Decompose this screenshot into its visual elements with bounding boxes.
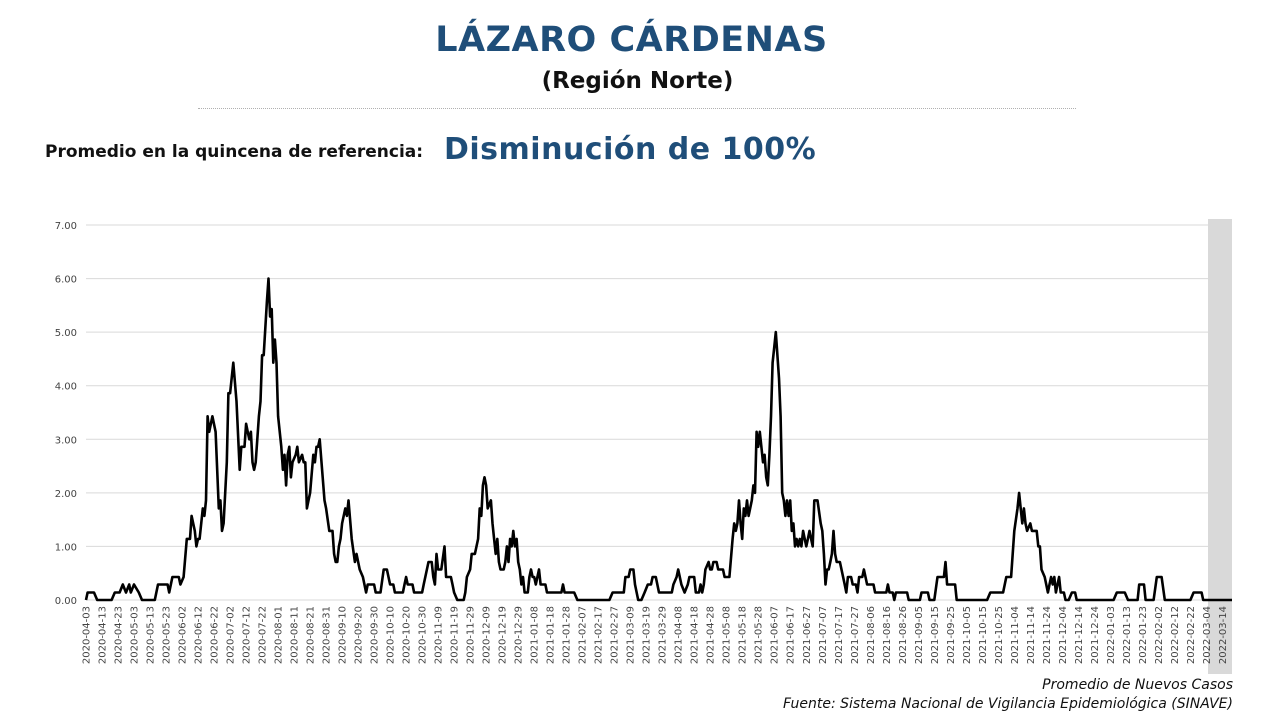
- y-tick-label: 5.00: [55, 328, 77, 339]
- x-tick-label: 2020-08-21: [306, 606, 317, 664]
- y-tick-label: 6.00: [55, 275, 77, 286]
- x-tick-label: 2020-05-13: [146, 606, 157, 664]
- x-tick-label: 2020-12-09: [482, 606, 493, 664]
- reference-label: Promedio en la quincena de referencia:: [45, 142, 424, 162]
- x-tick-label: 2022-01-03: [1106, 606, 1117, 664]
- x-tick-label: 2021-02-27: [610, 606, 621, 664]
- x-tick-label: 2022-02-22: [1186, 606, 1197, 664]
- x-tick-label: 2020-09-30: [370, 606, 381, 664]
- x-tick-label: 2021-05-28: [754, 606, 765, 664]
- y-tick-label: 7.00: [55, 221, 77, 232]
- x-tick-label: 2020-08-11: [290, 606, 301, 664]
- x-tick-label: 2021-02-17: [594, 606, 605, 664]
- y-tick-label: 2.00: [55, 489, 77, 500]
- x-tick-label: 2021-08-16: [882, 606, 893, 664]
- x-tick-label: 2020-10-30: [418, 606, 429, 664]
- reference-value: Disminución de 100%: [444, 132, 817, 167]
- x-tick-label: 2021-04-18: [690, 606, 701, 664]
- y-tick-label: 1.00: [55, 542, 77, 553]
- y-tick-label: 3.00: [55, 435, 77, 446]
- chart-title: LÁZARO CÁRDENAS: [435, 20, 828, 60]
- x-tick-label: 2020-11-19: [450, 606, 461, 664]
- x-tick-label: 2021-02-07: [578, 606, 589, 664]
- x-tick-label: 2020-11-29: [466, 606, 477, 664]
- x-tick-label: 2021-06-17: [786, 606, 797, 664]
- x-tick-label: 2021-03-09: [626, 606, 637, 664]
- x-tick-label: 2020-06-12: [194, 606, 205, 664]
- x-tick-label: 2020-05-03: [130, 606, 141, 664]
- x-tick-label: 2021-04-28: [706, 606, 717, 664]
- x-tick-label: 2020-06-02: [178, 606, 189, 664]
- x-tick-label: 2021-03-19: [642, 606, 653, 664]
- x-tick-label: 2021-11-24: [1042, 606, 1053, 664]
- chart-subtitle: (Región Norte): [541, 68, 734, 94]
- x-tick-label: 2021-05-08: [722, 606, 733, 664]
- x-tick-label: 2021-01-18: [546, 606, 557, 664]
- x-tick-label: 2021-05-18: [738, 606, 749, 664]
- x-tick-label: 2021-09-25: [946, 606, 957, 664]
- x-tick-label: 2020-04-23: [114, 606, 125, 664]
- x-tick-label: 2021-11-14: [1026, 606, 1037, 664]
- x-tick-label: 2021-10-15: [978, 606, 989, 664]
- x-tick-label: 2020-05-23: [162, 606, 173, 664]
- x-tick-label: 2021-06-27: [802, 606, 813, 664]
- x-tick-label: 2020-07-22: [258, 606, 269, 664]
- x-tick-label: 2021-03-29: [658, 606, 669, 664]
- x-tick-label: 2021-12-04: [1058, 606, 1069, 664]
- x-tick-label: 2020-08-01: [274, 606, 285, 664]
- x-tick-label: 2020-09-20: [354, 606, 365, 664]
- x-tick-label: 2021-07-07: [818, 606, 829, 664]
- x-tick-label: 2021-07-27: [850, 606, 861, 664]
- series-note: Promedio de Nuevos Casos: [1042, 677, 1233, 693]
- x-tick-label: 2022-01-13: [1122, 606, 1133, 664]
- x-tick-label: 2021-06-07: [770, 606, 781, 664]
- x-tick-label: 2020-07-12: [242, 606, 253, 664]
- x-tick-label: 2022-02-12: [1170, 606, 1181, 664]
- x-tick-label: 2021-01-28: [562, 606, 573, 664]
- x-tick-label: 2020-11-09: [434, 606, 445, 664]
- x-tick-label: 2021-08-26: [898, 606, 909, 664]
- x-tick-label: 2020-12-29: [514, 606, 525, 664]
- x-tick-label: 2020-09-10: [338, 606, 349, 664]
- x-tick-label: 2020-08-31: [322, 606, 333, 664]
- x-tick-label: 2022-01-23: [1138, 606, 1149, 664]
- x-tick-label: 2021-01-08: [530, 606, 541, 664]
- x-tick-label: 2021-08-06: [866, 606, 877, 664]
- y-tick-label: 0.00: [55, 596, 77, 607]
- x-tick-label: 2022-03-04: [1202, 606, 1213, 664]
- x-tick-label: 2020-12-19: [498, 606, 509, 664]
- x-tick-label: 2021-09-15: [930, 606, 941, 664]
- x-tick-label: 2020-06-22: [210, 606, 221, 664]
- x-tick-label: 2021-12-14: [1074, 606, 1085, 664]
- x-tick-label: 2021-11-04: [1010, 606, 1021, 664]
- x-tick-label: 2021-12-24: [1090, 606, 1101, 664]
- x-tick-label: 2021-07-17: [834, 606, 845, 664]
- x-tick-label: 2020-04-03: [82, 606, 93, 664]
- source-note: Fuente: Sistema Nacional de Vigilancia E…: [783, 696, 1233, 712]
- x-tick-label: 2021-04-08: [674, 606, 685, 664]
- x-tick-label: 2020-04-13: [98, 606, 109, 664]
- x-tick-label: 2020-07-02: [226, 606, 237, 664]
- x-tick-label: 2020-10-10: [386, 606, 397, 664]
- y-tick-label: 4.00: [55, 382, 77, 393]
- header-divider: [198, 108, 1076, 109]
- highlight-band: [1207, 219, 1232, 674]
- x-tick-label: 2021-10-05: [962, 606, 973, 664]
- x-tick-label: 2021-10-25: [994, 606, 1005, 664]
- x-tick-label: 2021-09-05: [914, 606, 925, 664]
- x-tick-label: 2020-10-20: [402, 606, 413, 664]
- x-tick-label: 2022-02-02: [1154, 606, 1165, 664]
- x-tick-label: 2022-03-14: [1218, 606, 1229, 664]
- series-line: [84, 277, 1232, 602]
